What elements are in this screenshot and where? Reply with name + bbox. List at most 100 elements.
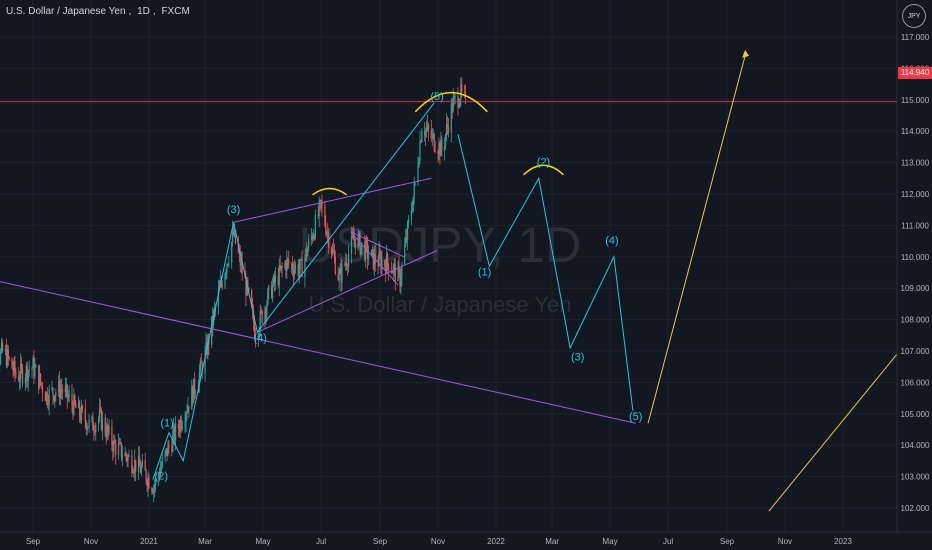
candle-body <box>277 275 279 286</box>
candle-body <box>406 222 409 240</box>
candle-body <box>137 456 140 472</box>
candle-body <box>38 365 40 389</box>
candle-body <box>405 237 407 246</box>
wave-label: (4) <box>253 333 266 345</box>
wave-label: (4) <box>605 235 618 247</box>
candle-body <box>231 242 233 263</box>
candle-body <box>131 455 133 473</box>
candle-body <box>111 425 113 446</box>
candle-body <box>240 261 242 266</box>
candle-body <box>399 269 401 287</box>
candle-body <box>93 430 95 432</box>
x-tick-label: Nov <box>778 537 792 546</box>
candle-body <box>318 201 320 217</box>
candle-body <box>414 182 416 184</box>
y-tick-label: 117.000 <box>901 33 930 42</box>
candle-body <box>205 342 207 352</box>
candle-body <box>406 237 408 240</box>
candle-body <box>310 235 313 240</box>
candle-body <box>20 363 23 368</box>
candle-body <box>78 401 81 416</box>
candle-body <box>72 404 74 415</box>
candle-body <box>353 238 355 241</box>
candle-body <box>192 386 194 403</box>
candle-body <box>168 444 170 448</box>
candle-body <box>88 418 90 427</box>
candle-body <box>253 323 256 337</box>
candle-body <box>157 474 160 478</box>
candle-body <box>424 131 426 136</box>
candle-body <box>278 265 280 286</box>
candle-body <box>350 236 353 254</box>
candle-body <box>407 219 410 223</box>
candle-body <box>404 245 406 265</box>
candle-body <box>306 248 308 257</box>
currency-badge[interactable]: JPY <box>902 4 926 28</box>
x-tick-label: Sep <box>26 537 41 546</box>
candle-body <box>313 235 316 238</box>
legend-interval: 1D <box>137 6 150 17</box>
candle-body <box>261 310 263 323</box>
candle-body <box>4 348 7 352</box>
candle-body <box>387 263 390 272</box>
candle-body <box>81 406 84 410</box>
candle-body <box>114 439 116 444</box>
candle-body <box>78 401 80 409</box>
candle-body <box>28 369 30 371</box>
candle-body <box>339 267 341 274</box>
candle-body <box>430 130 432 139</box>
candle-body <box>446 124 449 127</box>
candle-body <box>191 386 193 410</box>
candle-body <box>86 427 88 430</box>
candle-body <box>334 256 336 274</box>
candle-body <box>177 423 180 429</box>
candle-body <box>172 434 174 452</box>
candle-body <box>166 448 168 457</box>
candle-body <box>40 382 43 386</box>
candle-body <box>312 235 315 240</box>
channel-lower <box>257 250 438 333</box>
candle-body <box>87 426 89 428</box>
candle-body <box>11 358 13 369</box>
candle-body <box>410 210 412 220</box>
candle-body <box>366 240 368 244</box>
candle-body <box>51 387 53 389</box>
x-tick-label: Nov <box>84 537 98 546</box>
legend-exchange: FXCM <box>161 6 190 17</box>
candle-body <box>151 488 153 492</box>
candle-body <box>198 372 200 386</box>
double-top-arc-2 <box>414 91 488 113</box>
candle-body <box>187 406 189 412</box>
candle-body <box>228 262 230 265</box>
candle-body <box>41 385 44 393</box>
candle-body <box>297 264 299 276</box>
candle-body <box>67 396 69 399</box>
candle-body <box>378 251 380 267</box>
candle-body <box>432 133 434 135</box>
candle-body <box>420 141 422 143</box>
candle-body <box>167 444 169 457</box>
candle-body <box>193 378 195 403</box>
candle-body <box>400 278 402 287</box>
candle-body <box>134 459 136 472</box>
candle-body <box>139 466 142 473</box>
price-axis-background <box>897 0 932 550</box>
candle-body <box>330 247 333 254</box>
candle-body <box>108 425 110 433</box>
candle-body <box>431 134 433 139</box>
candle-body <box>451 103 453 112</box>
candle-body <box>459 99 461 106</box>
candle-body <box>445 134 447 145</box>
candle-body <box>178 428 181 432</box>
candle-body <box>126 456 128 462</box>
candle-body <box>160 466 162 470</box>
candle-body <box>141 460 143 467</box>
candle-body <box>44 392 46 401</box>
candle-body <box>94 431 96 433</box>
candle-body <box>286 258 288 271</box>
candle-body <box>367 256 370 259</box>
wave-label: (3) <box>571 351 584 363</box>
candle-body <box>257 335 259 341</box>
candle-body <box>6 349 8 366</box>
